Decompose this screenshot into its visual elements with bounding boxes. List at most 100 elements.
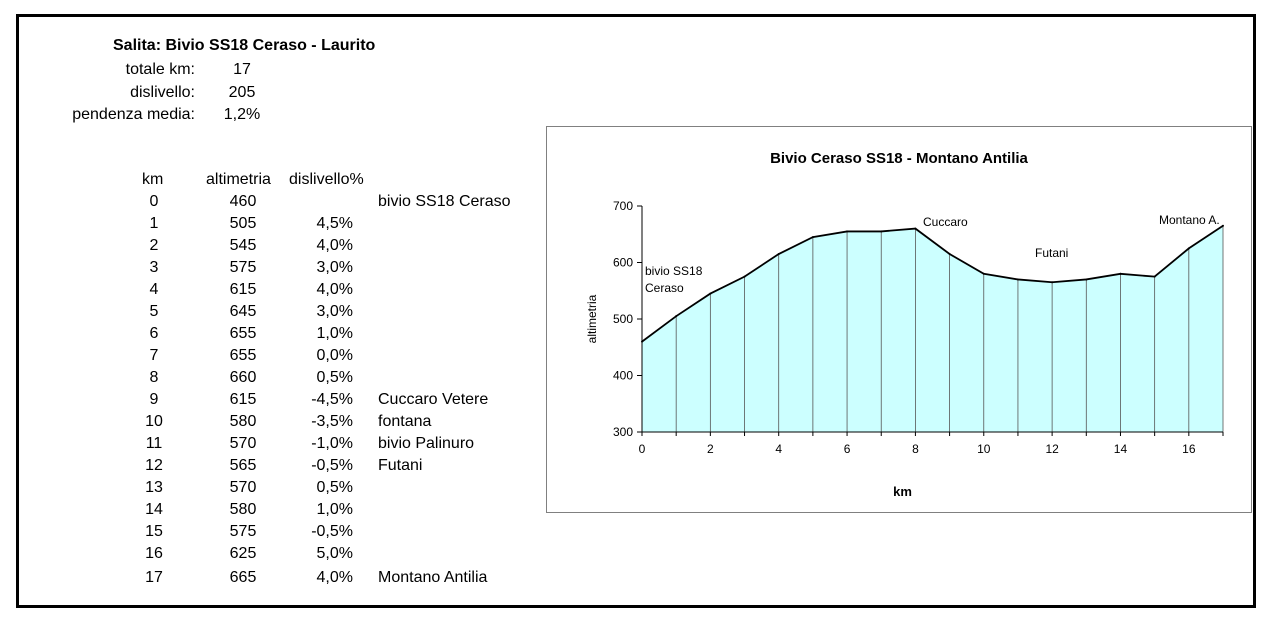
- y-tick-label: 500: [613, 312, 633, 326]
- table-cell-dislivello: -1,0%: [311, 435, 353, 452]
- summary-value: 17: [233, 61, 251, 78]
- x-tick-label: 0: [639, 442, 646, 456]
- table-cell-km: 9: [149, 391, 159, 408]
- table-cell-dislivello: 0,0%: [316, 347, 353, 364]
- chart-box: Bivio Ceraso SS18 - Montano Antilia 300 40…: [546, 126, 1252, 513]
- table-cell-altimetria: 575: [229, 259, 257, 276]
- table-cell-dislivello: 4,0%: [316, 281, 353, 298]
- summary-value: 1,2%: [223, 106, 261, 123]
- y-tick-label: 600: [613, 256, 633, 270]
- column-header: altimetria: [206, 171, 271, 188]
- y-tick-label: 700: [613, 199, 633, 213]
- table-cell-dislivello: 3,0%: [316, 303, 353, 320]
- table-cell-dislivello: 1,0%: [316, 501, 353, 518]
- table-cell-km: 11: [145, 435, 163, 452]
- table-cell-dislivello: -4,5%: [311, 391, 353, 408]
- table-cell-altimetria: 655: [229, 347, 257, 364]
- table-cell-km: 8: [149, 369, 159, 386]
- table-cell-altimetria: 665: [229, 569, 257, 586]
- table-cell-altimetria: 505: [229, 215, 257, 232]
- elevation-chart: Bivio Ceraso SS18 - Montano Antilia30040…: [585, 150, 1224, 499]
- chart-annotation: Ceraso: [645, 281, 684, 295]
- table-cell-km: 14: [145, 501, 163, 518]
- page-title: Salita: Bivio SS18 Ceraso - Laurito: [113, 37, 376, 54]
- table-cell-altimetria: 580: [229, 413, 257, 430]
- table-cell-altimetria: 615: [229, 281, 257, 298]
- table-cell-km: 3: [149, 259, 159, 276]
- table-cell-dislivello: 3,0%: [316, 259, 353, 276]
- table-cell-km: 12: [145, 457, 163, 474]
- table-cell-dislivello: 0,5%: [316, 479, 353, 496]
- data-point: [1187, 247, 1190, 250]
- table-cell-km: 6: [149, 325, 159, 342]
- data-point: [743, 275, 746, 278]
- table-cell-altimetria: 575: [229, 523, 257, 540]
- x-tick-label: 8: [912, 442, 919, 456]
- data-point: [1222, 224, 1224, 227]
- table-cell-dislivello: 1,0%: [316, 325, 353, 342]
- y-axis-title: altimetria: [585, 294, 599, 343]
- data-point: [982, 272, 985, 275]
- data-point: [846, 230, 849, 233]
- table-cell-location: Cuccaro Vetere: [378, 391, 489, 408]
- x-tick-label: 16: [1182, 442, 1196, 456]
- table-cell-dislivello: -3,5%: [311, 413, 353, 430]
- data-point: [1119, 272, 1122, 275]
- table-cell-location: bivio SS18 Ceraso: [378, 193, 511, 210]
- column-header: dislivello%: [289, 171, 364, 188]
- chart-annotation: Montano A.: [1159, 213, 1220, 227]
- x-tick-label: 10: [977, 442, 991, 456]
- x-axis-title: km: [893, 484, 912, 499]
- summary-label: pendenza media:: [72, 106, 195, 123]
- data-point: [777, 253, 780, 256]
- table-cell-km: 13: [145, 479, 163, 496]
- chart-annotation: bivio SS18: [645, 264, 703, 278]
- table-cell-km: 1: [149, 215, 159, 232]
- data-point: [1016, 278, 1019, 281]
- summary-label: dislivello:: [130, 84, 195, 101]
- data-point: [709, 292, 712, 295]
- table-cell-km: 5: [149, 303, 159, 320]
- table-cell-altimetria: 565: [229, 457, 257, 474]
- table-cell-km: 16: [145, 545, 163, 562]
- table-cell-location: bivio Palinuro: [378, 435, 475, 452]
- x-tick-label: 2: [707, 442, 714, 456]
- table-cell-dislivello: 5,0%: [316, 545, 353, 562]
- table-cell-altimetria: 570: [229, 479, 257, 496]
- table-cell-km: 4: [149, 281, 159, 298]
- table-cell-altimetria: 615: [229, 391, 257, 408]
- chart-title: Bivio Ceraso SS18 - Montano Antilia: [770, 150, 1028, 167]
- summary-value: 205: [228, 84, 256, 101]
- table-cell-km: 7: [149, 347, 159, 364]
- table-cell-dislivello: 4,0%: [316, 237, 353, 254]
- series-line: [641, 225, 1224, 343]
- table-cell-dislivello: -0,5%: [311, 457, 353, 474]
- table-cell-location: Montano Antilia: [378, 569, 488, 586]
- x-tick-label: 14: [1114, 442, 1128, 456]
- summary-label: totale km:: [125, 61, 195, 78]
- table-cell-km: 2: [149, 237, 159, 254]
- table-cell-altimetria: 580: [229, 501, 257, 518]
- table-cell-altimetria: 645: [229, 303, 257, 320]
- data-point: [1085, 278, 1088, 281]
- table-cell-dislivello: -0,5%: [311, 523, 353, 540]
- column-header: km: [142, 171, 164, 188]
- table-cell-location: fontana: [378, 413, 432, 430]
- data-point: [811, 236, 814, 239]
- table-cell-altimetria: 460: [229, 193, 257, 210]
- table-cell-km: 0: [149, 193, 159, 210]
- table-cell-altimetria: 545: [229, 237, 257, 254]
- table-cell-altimetria: 570: [229, 435, 257, 452]
- data-point: [948, 253, 951, 256]
- area-fill: [642, 225, 1223, 432]
- table-cell-km: 17: [145, 569, 163, 586]
- table-cell-location: Futani: [378, 457, 423, 474]
- y-tick-label: 300: [613, 425, 633, 439]
- table-cell-dislivello: 4,5%: [316, 215, 353, 232]
- chart-annotation: Futani: [1035, 246, 1068, 260]
- table-cell-altimetria: 655: [229, 325, 257, 342]
- data-point: [914, 227, 917, 230]
- table-cell-km: 10: [145, 413, 163, 430]
- data-point: [880, 230, 883, 233]
- table-cell-km: 15: [145, 523, 163, 540]
